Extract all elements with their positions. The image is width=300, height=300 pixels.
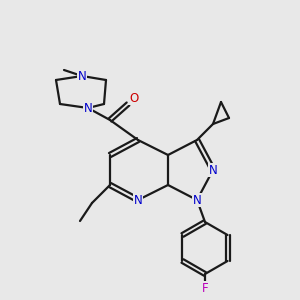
- Text: N: N: [78, 70, 86, 83]
- Text: N: N: [193, 194, 201, 206]
- Text: N: N: [208, 164, 217, 176]
- Text: N: N: [84, 101, 92, 115]
- Text: F: F: [202, 281, 208, 295]
- Text: N: N: [134, 194, 142, 206]
- Text: O: O: [129, 92, 139, 104]
